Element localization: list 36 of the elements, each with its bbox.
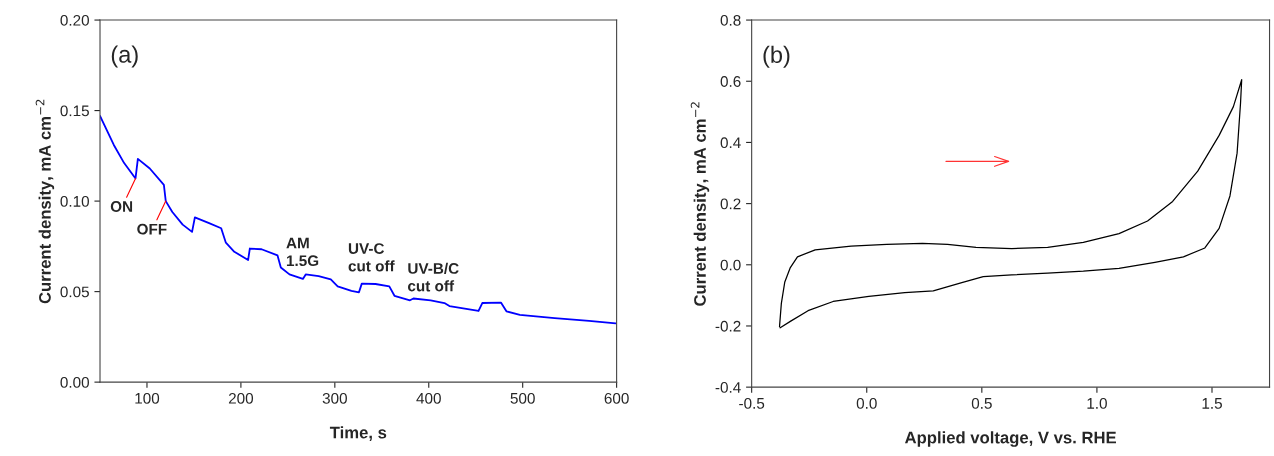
- x-tick-label: 0.0: [856, 397, 877, 409]
- y-tick-label: 0.10: [60, 195, 89, 207]
- y-tick-label: 0.8: [720, 14, 741, 26]
- line-series: [778, 79, 1243, 329]
- x-tick-label: 200: [228, 392, 254, 404]
- x-tick-label: 1.5: [1202, 398, 1222, 409]
- annotation: (a): [111, 45, 138, 68]
- y-tick-label: 0.05: [60, 286, 89, 298]
- y-tick-label: 0.15: [60, 105, 89, 117]
- x-tick-label: 0.5: [971, 397, 992, 409]
- annotation: OFF: [137, 223, 167, 235]
- y-axis-title: Current density, mA cm$^{−2}$: [35, 99, 55, 304]
- x-tick-label: 100: [135, 392, 160, 404]
- x-axis-title: Applied voltage, V vs. RHE: [904, 431, 1116, 447]
- x-tick-label: 300: [322, 392, 347, 404]
- annotation: ON: [110, 201, 133, 212]
- annotation: (b): [763, 45, 790, 68]
- y-tick-label: 0.0: [720, 259, 741, 271]
- y-tick-label: 0.00: [60, 377, 89, 388]
- y-tick-label: 0.6: [720, 76, 741, 87]
- line-series: [100, 115, 617, 325]
- x-tick-label: 500: [510, 392, 535, 404]
- annotation: AM 1.5G: [286, 237, 319, 267]
- y-axis-title: Current density, mA cm$^{−2}$: [690, 102, 710, 306]
- annotation: UV-B/C cut off: [407, 262, 459, 292]
- x-tick-label: -0.5: [739, 397, 765, 409]
- y-tick-label: 0.4: [720, 137, 741, 149]
- annotation: UV-C cut off: [348, 243, 395, 272]
- y-tick-label: 0.20: [60, 14, 89, 26]
- x-tick-label: 400: [416, 392, 441, 404]
- x-tick-label: 1.0: [1087, 397, 1107, 409]
- y-tick-label: -0.2: [715, 320, 741, 332]
- x-tick-label: 600: [604, 392, 629, 404]
- x-axis-title: Time, s: [329, 426, 387, 441]
- y-tick-label: -0.4: [715, 382, 741, 393]
- y-tick-label: 0.2: [720, 198, 741, 210]
